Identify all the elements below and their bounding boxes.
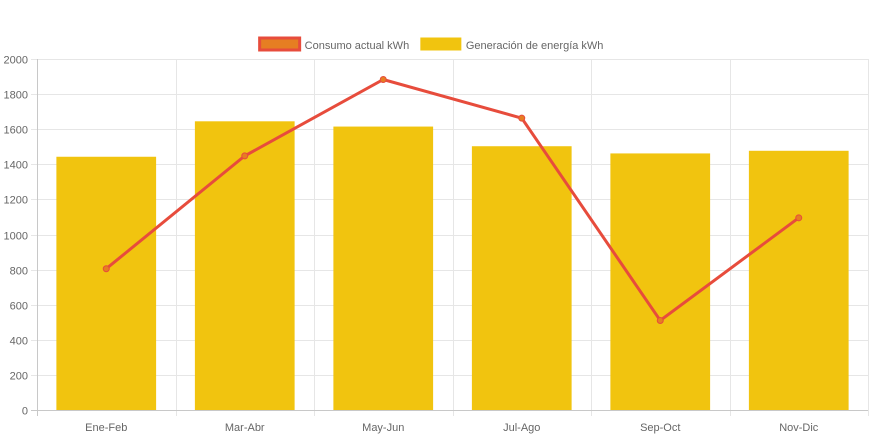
y-tick-label: 0 — [22, 406, 28, 418]
y-tick-label: 400 — [10, 336, 28, 348]
bar — [333, 126, 434, 410]
bar — [194, 121, 295, 411]
y-tick-label: 1000 — [4, 231, 28, 243]
x-tick-label: Nov-Dic — [779, 422, 819, 434]
line-point — [518, 114, 526, 122]
y-tick-label: 600 — [10, 301, 28, 313]
line-point — [656, 316, 664, 324]
line-point — [795, 214, 803, 222]
line-point — [379, 76, 387, 84]
x-tick-label: Mar-Abr — [225, 422, 265, 434]
y-tick-label: 200 — [10, 371, 28, 383]
bar — [748, 150, 849, 410]
x-tick-label: Ene-Feb — [85, 422, 127, 434]
bar-series — [56, 121, 849, 411]
legend-swatch — [420, 37, 462, 51]
consumption-line — [105, 77, 800, 323]
y-tick-label: 1800 — [4, 90, 28, 102]
y-tick-label: 1600 — [4, 125, 28, 137]
line-point — [241, 152, 249, 160]
bar — [610, 153, 711, 410]
chart-legend: Consumo actual kWh Generación de energía … — [258, 36, 604, 52]
y-tick-label: 800 — [10, 266, 28, 278]
legend-label: Generación de energía kWh — [466, 40, 604, 52]
y-tick-label: 1400 — [4, 160, 28, 172]
line-point — [102, 265, 110, 273]
y-tick-label: 2000 — [4, 55, 28, 67]
axes: 0 200 400 600 800 1000 1200 1400 1600 1800 2000 Ene… — [4, 55, 868, 434]
x-tick-label: Jul-Ago — [503, 422, 540, 434]
bar — [471, 146, 572, 410]
x-tick-label: Sep-Oct — [640, 422, 680, 434]
line-series — [102, 76, 803, 324]
legend-label: Consumo actual kWh — [305, 40, 410, 52]
y-tick-label: 1200 — [4, 195, 28, 207]
grid-lines — [31, 59, 869, 416]
bar — [56, 156, 157, 410]
x-tick-label: May-Jun — [362, 422, 404, 434]
legend-swatch — [258, 36, 302, 52]
